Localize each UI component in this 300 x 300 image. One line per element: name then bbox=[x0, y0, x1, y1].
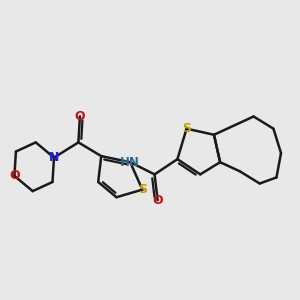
Text: O: O bbox=[75, 110, 85, 123]
Text: S: S bbox=[182, 122, 191, 135]
Text: N: N bbox=[49, 151, 59, 164]
Text: O: O bbox=[152, 194, 163, 207]
Text: O: O bbox=[9, 169, 20, 182]
Text: S: S bbox=[138, 183, 147, 196]
Text: HN: HN bbox=[120, 156, 140, 169]
